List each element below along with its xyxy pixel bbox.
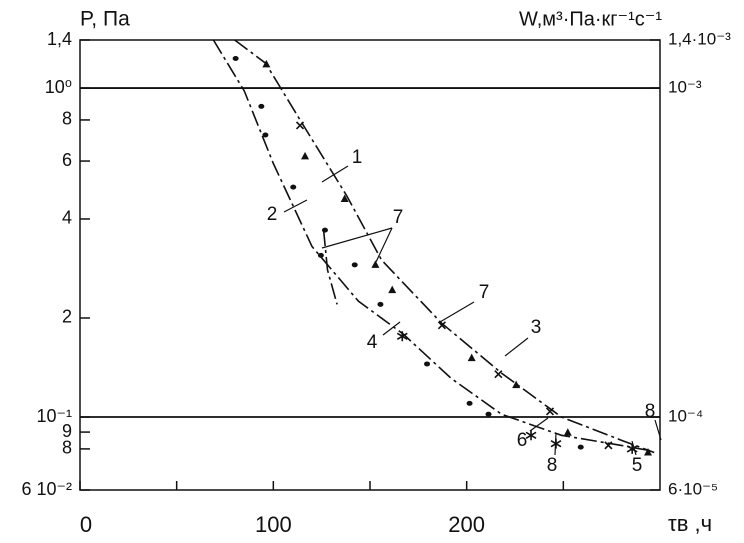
star-marker bbox=[396, 331, 408, 342]
curve-label: 2 bbox=[267, 204, 278, 225]
triangle-marker bbox=[340, 194, 349, 203]
triangle-marker bbox=[644, 448, 653, 456]
triangle-marker bbox=[512, 380, 521, 389]
y-tick-label: 10⁰ bbox=[45, 77, 72, 97]
y2-axis-title: W,м³·Па·кг⁻¹с⁻¹ bbox=[519, 8, 662, 30]
dot-marker bbox=[232, 55, 239, 61]
x-tick-label: 0 bbox=[80, 512, 92, 537]
star-marker bbox=[525, 430, 537, 441]
dot-marker bbox=[290, 184, 297, 190]
x-axis-title: τв ,ч bbox=[668, 511, 712, 536]
y-tick-label: 2 bbox=[62, 307, 72, 327]
triangle-marker bbox=[371, 260, 380, 268]
curve-label: 8 bbox=[645, 401, 656, 422]
y-tick-label: 9 bbox=[62, 421, 72, 441]
y-tick-label: 8 bbox=[62, 438, 72, 458]
y2-tick-label: 1,4·10⁻³ bbox=[668, 29, 731, 48]
leader-line bbox=[283, 199, 308, 213]
curve-label: 7 bbox=[393, 207, 404, 228]
cross-marker bbox=[604, 441, 613, 450]
curve-label: 3 bbox=[531, 317, 542, 338]
leader-line bbox=[321, 227, 393, 249]
triangle-marker bbox=[262, 59, 271, 68]
leader-line bbox=[439, 301, 475, 323]
curve bbox=[322, 230, 338, 305]
leader-line bbox=[654, 419, 662, 441]
curve-label: 5 bbox=[632, 455, 643, 476]
triangle-marker bbox=[388, 285, 397, 294]
dot-marker bbox=[577, 444, 584, 450]
cross-marker bbox=[437, 321, 446, 330]
curve bbox=[234, 40, 655, 454]
triangle-marker bbox=[467, 353, 476, 362]
curve-label: 6 bbox=[517, 430, 528, 451]
leader-line bbox=[504, 337, 529, 357]
triangle-marker bbox=[301, 151, 310, 160]
dot-marker bbox=[466, 400, 473, 406]
leader-line bbox=[554, 432, 557, 456]
y-tick-label: 6 10⁻² bbox=[21, 479, 72, 499]
cross-marker bbox=[545, 407, 555, 416]
curve-label: 8 bbox=[547, 455, 558, 476]
cross-marker bbox=[494, 370, 503, 379]
curve-label: 1 bbox=[352, 147, 363, 168]
curve-label: 7 bbox=[479, 282, 490, 303]
dot-marker bbox=[485, 411, 492, 417]
y2-tick-label: 10⁻³ bbox=[668, 78, 702, 97]
leader-line bbox=[375, 227, 393, 263]
cross-marker bbox=[295, 121, 305, 130]
curve-label: 4 bbox=[367, 332, 378, 353]
y-tick-label: 1,4 bbox=[47, 29, 72, 49]
y2-tick-label: 10⁻⁴ bbox=[668, 407, 703, 426]
triangle-marker bbox=[563, 428, 572, 436]
leader-line bbox=[631, 440, 637, 456]
curve bbox=[212, 40, 651, 452]
y-axis-title: P, Па bbox=[80, 8, 130, 31]
dot-marker bbox=[351, 262, 358, 268]
y-tick-label: 6 bbox=[62, 150, 72, 170]
y-tick-label: 4 bbox=[62, 208, 72, 228]
x-tick-label: 100 bbox=[255, 512, 292, 537]
star-marker bbox=[626, 443, 638, 454]
leader-line bbox=[321, 165, 349, 183]
leader-line bbox=[382, 321, 401, 336]
x-tick-label: 200 bbox=[448, 512, 485, 537]
dot-marker bbox=[258, 103, 265, 109]
dot-marker bbox=[317, 252, 324, 258]
dot-marker bbox=[424, 361, 431, 367]
dot-marker bbox=[262, 132, 269, 138]
y-tick-label: 8 bbox=[62, 109, 72, 129]
y-tick-label: 10⁻¹ bbox=[36, 406, 72, 426]
leader-line bbox=[529, 417, 549, 432]
dot-marker bbox=[321, 227, 328, 233]
y2-tick-label: 6·10⁻⁵ bbox=[668, 479, 718, 498]
plot-frame bbox=[79, 39, 661, 491]
dot-marker bbox=[377, 301, 384, 307]
